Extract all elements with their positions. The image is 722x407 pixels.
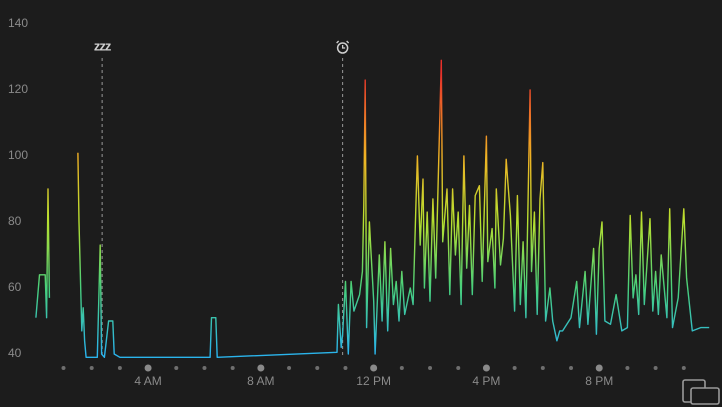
alarm-icon: [336, 42, 349, 54]
x-minor-tick: [315, 366, 320, 370]
x-tick: [257, 364, 265, 372]
y-tick-label: 120: [8, 82, 28, 96]
rotate-button[interactable]: [682, 379, 720, 405]
x-minor-tick: [653, 366, 658, 370]
x-minor-tick: [117, 366, 122, 370]
x-tick-label: 8 PM: [585, 374, 613, 388]
x-minor-tick: [512, 366, 517, 370]
x-tick-label: 8 AM: [247, 374, 274, 388]
heart-rate-line: [35, 59, 710, 358]
y-tick-label: 60: [8, 280, 22, 294]
y-tick-label: 100: [8, 148, 28, 162]
x-minor-tick: [569, 366, 574, 370]
x-tick-label: 4 PM: [472, 374, 500, 388]
x-minor-tick: [202, 366, 207, 370]
rotate-icon[interactable]: [690, 387, 720, 405]
x-minor-tick: [230, 366, 235, 370]
x-minor-tick: [61, 366, 66, 370]
sleep-label: zzz: [94, 38, 112, 53]
x-minor-tick: [540, 366, 545, 370]
x-minor-tick: [174, 366, 179, 370]
x-minor-tick: [681, 366, 686, 370]
x-minor-tick: [89, 366, 94, 370]
y-tick-label: 80: [8, 214, 22, 228]
x-minor-tick: [343, 366, 348, 370]
x-minor-tick: [428, 366, 433, 370]
x-tick-label: 12 PM: [356, 374, 391, 388]
x-minor-tick: [287, 366, 292, 370]
x-tick: [370, 364, 378, 372]
x-minor-tick: [456, 366, 461, 370]
x-minor-tick: [625, 366, 630, 370]
plot: 40 60 80 100 120 140 4 AM 8 AM 12 PM 4 PM 8 PM zzz: [8, 16, 710, 388]
x-tick-label: 4 AM: [134, 374, 161, 388]
y-tick-label: 140: [8, 16, 28, 30]
y-tick-label: 40: [8, 346, 22, 360]
x-minor-tick: [399, 366, 404, 370]
x-tick: [482, 364, 490, 372]
x-tick: [144, 364, 152, 372]
x-tick: [595, 364, 603, 372]
alarm-icon: [336, 40, 350, 49]
